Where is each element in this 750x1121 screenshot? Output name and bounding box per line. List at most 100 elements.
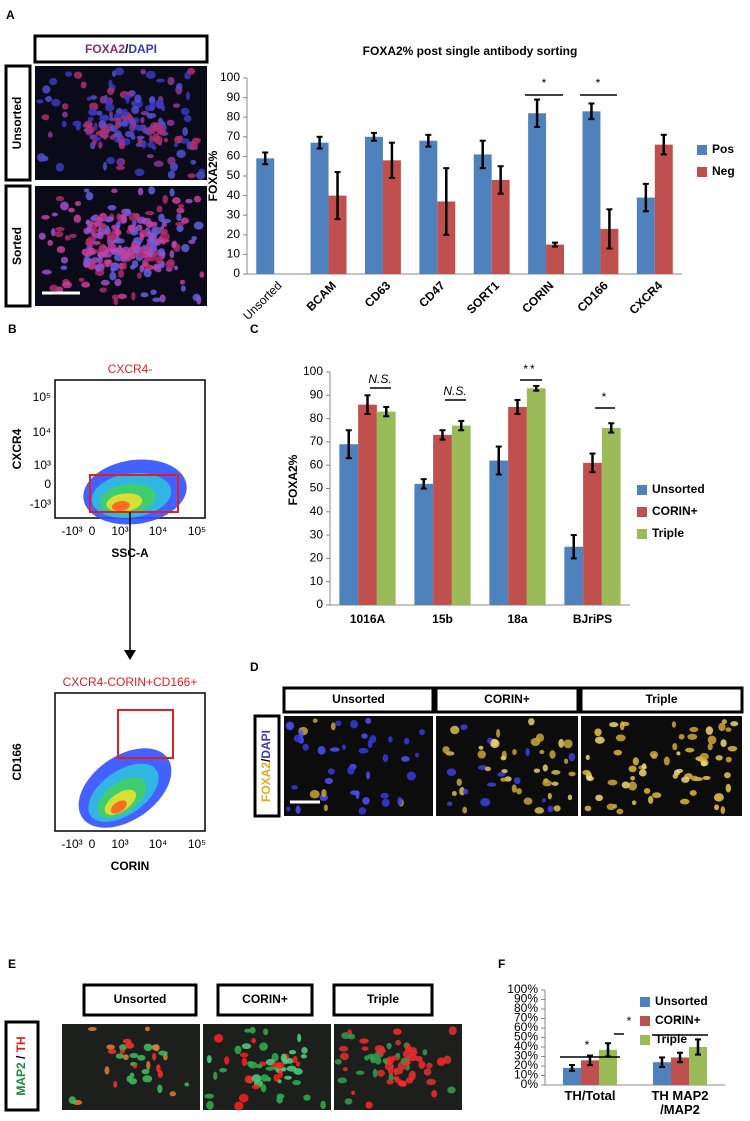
stain-label: MAP2 / TH	[14, 1036, 28, 1095]
significance: *	[677, 1015, 684, 1029]
cell	[155, 255, 163, 265]
y-tick-label: -10³	[30, 497, 51, 511]
cell	[725, 756, 732, 763]
cell	[484, 766, 491, 772]
cell	[97, 231, 104, 240]
cell	[116, 121, 125, 127]
cell	[621, 781, 630, 789]
significance: *	[627, 1014, 634, 1028]
cell	[68, 207, 75, 213]
cell	[128, 1077, 138, 1085]
cell	[124, 253, 130, 260]
cell	[501, 769, 508, 774]
cell	[96, 110, 103, 116]
cell	[169, 188, 175, 197]
bar	[526, 388, 546, 605]
y-tick-label: 10⁵	[33, 390, 51, 404]
cell	[423, 1068, 432, 1076]
cell	[244, 1075, 254, 1084]
cell	[259, 1042, 268, 1051]
x-axis-label: CORIN	[111, 859, 150, 873]
cell	[312, 718, 318, 723]
cell	[497, 772, 506, 777]
cell	[119, 1049, 125, 1054]
stain-part: MAP2	[14, 1062, 28, 1096]
cell	[114, 67, 125, 76]
cell	[632, 757, 639, 766]
cell	[292, 1055, 298, 1063]
cell	[224, 1056, 230, 1065]
cell	[206, 1055, 212, 1064]
cell	[663, 756, 670, 766]
cell	[317, 745, 326, 755]
x-tick-label: CORIN	[519, 278, 556, 315]
column-label-box	[282, 686, 435, 714]
cell	[185, 91, 191, 101]
cell	[88, 236, 97, 241]
cell	[131, 119, 137, 129]
y-tick-label: 90%	[514, 992, 538, 1006]
cell	[84, 125, 95, 135]
cell	[111, 294, 119, 300]
cell	[134, 94, 142, 103]
cell	[153, 1044, 160, 1052]
cell	[110, 262, 120, 271]
cell	[643, 787, 651, 794]
cell	[462, 788, 469, 795]
cell	[153, 264, 161, 270]
bar	[414, 483, 434, 605]
cell	[144, 1026, 150, 1032]
y-tick-label: 0	[233, 266, 240, 280]
cell	[162, 194, 168, 204]
cell	[213, 1033, 224, 1043]
cell	[108, 79, 113, 89]
legend-label: Unsorted	[655, 994, 708, 1008]
cell	[699, 753, 709, 760]
cell	[249, 1026, 256, 1034]
cell	[137, 187, 144, 196]
cell	[189, 141, 199, 149]
gate	[89, 474, 179, 513]
legend-label: Unsorted	[652, 482, 705, 496]
y-tick-label: 40	[310, 504, 324, 518]
cell	[176, 207, 185, 214]
cell	[344, 1098, 353, 1105]
cell	[47, 239, 53, 246]
cell	[157, 1084, 163, 1094]
cell	[117, 158, 123, 166]
cell	[152, 1052, 157, 1061]
cell	[157, 141, 163, 146]
bar	[491, 179, 510, 274]
cell	[234, 1101, 244, 1111]
panel-label: E	[8, 957, 16, 971]
cell	[551, 781, 559, 786]
cell	[350, 790, 360, 796]
cell	[616, 808, 624, 815]
cell	[49, 284, 59, 292]
cell	[402, 1049, 412, 1059]
cell	[568, 771, 576, 777]
x-tick-label: -10³	[61, 837, 82, 851]
cell	[180, 285, 186, 292]
bar	[582, 111, 601, 274]
cell	[97, 255, 103, 264]
significance: N.S.	[368, 372, 391, 386]
cell	[173, 265, 179, 271]
x-tick-label: CD47	[416, 278, 448, 310]
cell	[144, 210, 155, 216]
bar	[358, 404, 377, 605]
cell	[392, 1028, 402, 1035]
y-tick-label: 90	[310, 387, 324, 401]
cell	[251, 1084, 260, 1090]
cell	[730, 721, 739, 727]
cell	[135, 142, 141, 147]
cell	[238, 1093, 249, 1103]
cell	[176, 213, 182, 222]
cell	[431, 1089, 438, 1098]
cell	[113, 130, 122, 138]
cell	[340, 1052, 349, 1061]
cell	[90, 216, 97, 221]
column-label: Triple	[367, 992, 399, 1006]
cell	[116, 213, 121, 220]
cell	[191, 235, 197, 241]
